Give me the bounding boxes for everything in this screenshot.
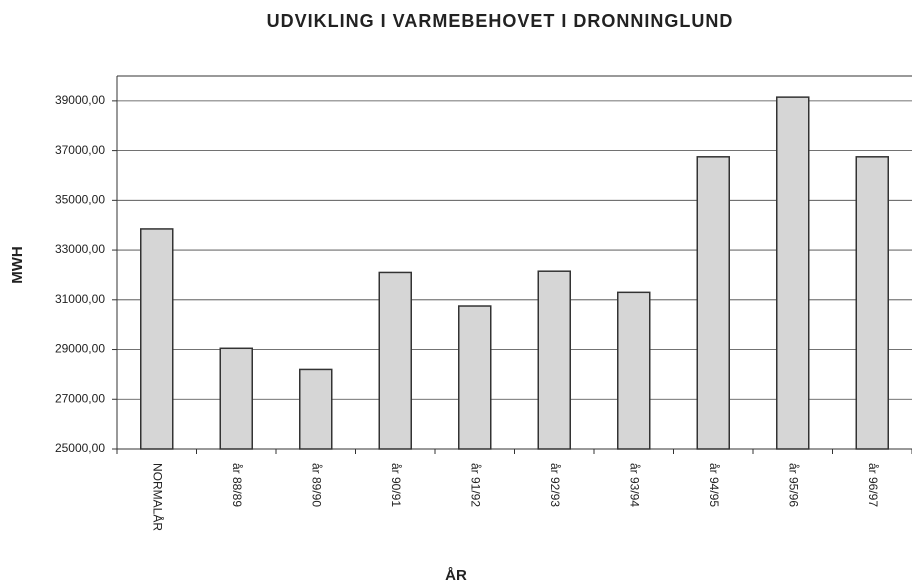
bar xyxy=(378,271,412,450)
y-tick-label: 29000,00 xyxy=(55,342,105,356)
x-tick-label: år 90/91 xyxy=(389,463,403,507)
bar xyxy=(458,305,492,450)
y-tick-label: 31000,00 xyxy=(55,292,105,306)
bar xyxy=(617,291,651,450)
y-tick-label: 37000,00 xyxy=(55,143,105,157)
x-tick-label: år 89/90 xyxy=(310,463,324,507)
x-tick-label: år 92/93 xyxy=(548,463,562,507)
y-tick-label: 33000,00 xyxy=(55,242,105,256)
bar xyxy=(696,156,730,450)
y-tick-label: 25000,00 xyxy=(55,441,105,455)
x-tick-label: NORMALÅR xyxy=(151,463,166,531)
chart-title: UDVIKLING I VARMEBEHOVET I DRONNINGLUND xyxy=(267,11,734,31)
x-tick-label: år 93/94 xyxy=(628,463,642,507)
y-axis-title: MWH xyxy=(9,246,26,284)
x-tick-label: år 95/96 xyxy=(787,463,801,507)
y-tick-label: 39000,00 xyxy=(55,93,105,107)
bar xyxy=(776,96,810,450)
bar xyxy=(299,368,333,450)
bar xyxy=(140,228,174,450)
x-axis-title: ÅR xyxy=(445,567,467,584)
x-tick-label: år 88/89 xyxy=(230,463,244,507)
x-tick-label: år 91/92 xyxy=(469,463,483,507)
bar xyxy=(219,347,253,450)
bar xyxy=(537,270,571,450)
y-tick-label: 35000,00 xyxy=(55,193,105,207)
bar xyxy=(855,156,889,450)
y-tick-label: 27000,00 xyxy=(55,391,105,405)
x-tick-label: år 96/97 xyxy=(866,463,880,507)
x-tick-label: år 94/95 xyxy=(707,463,721,507)
